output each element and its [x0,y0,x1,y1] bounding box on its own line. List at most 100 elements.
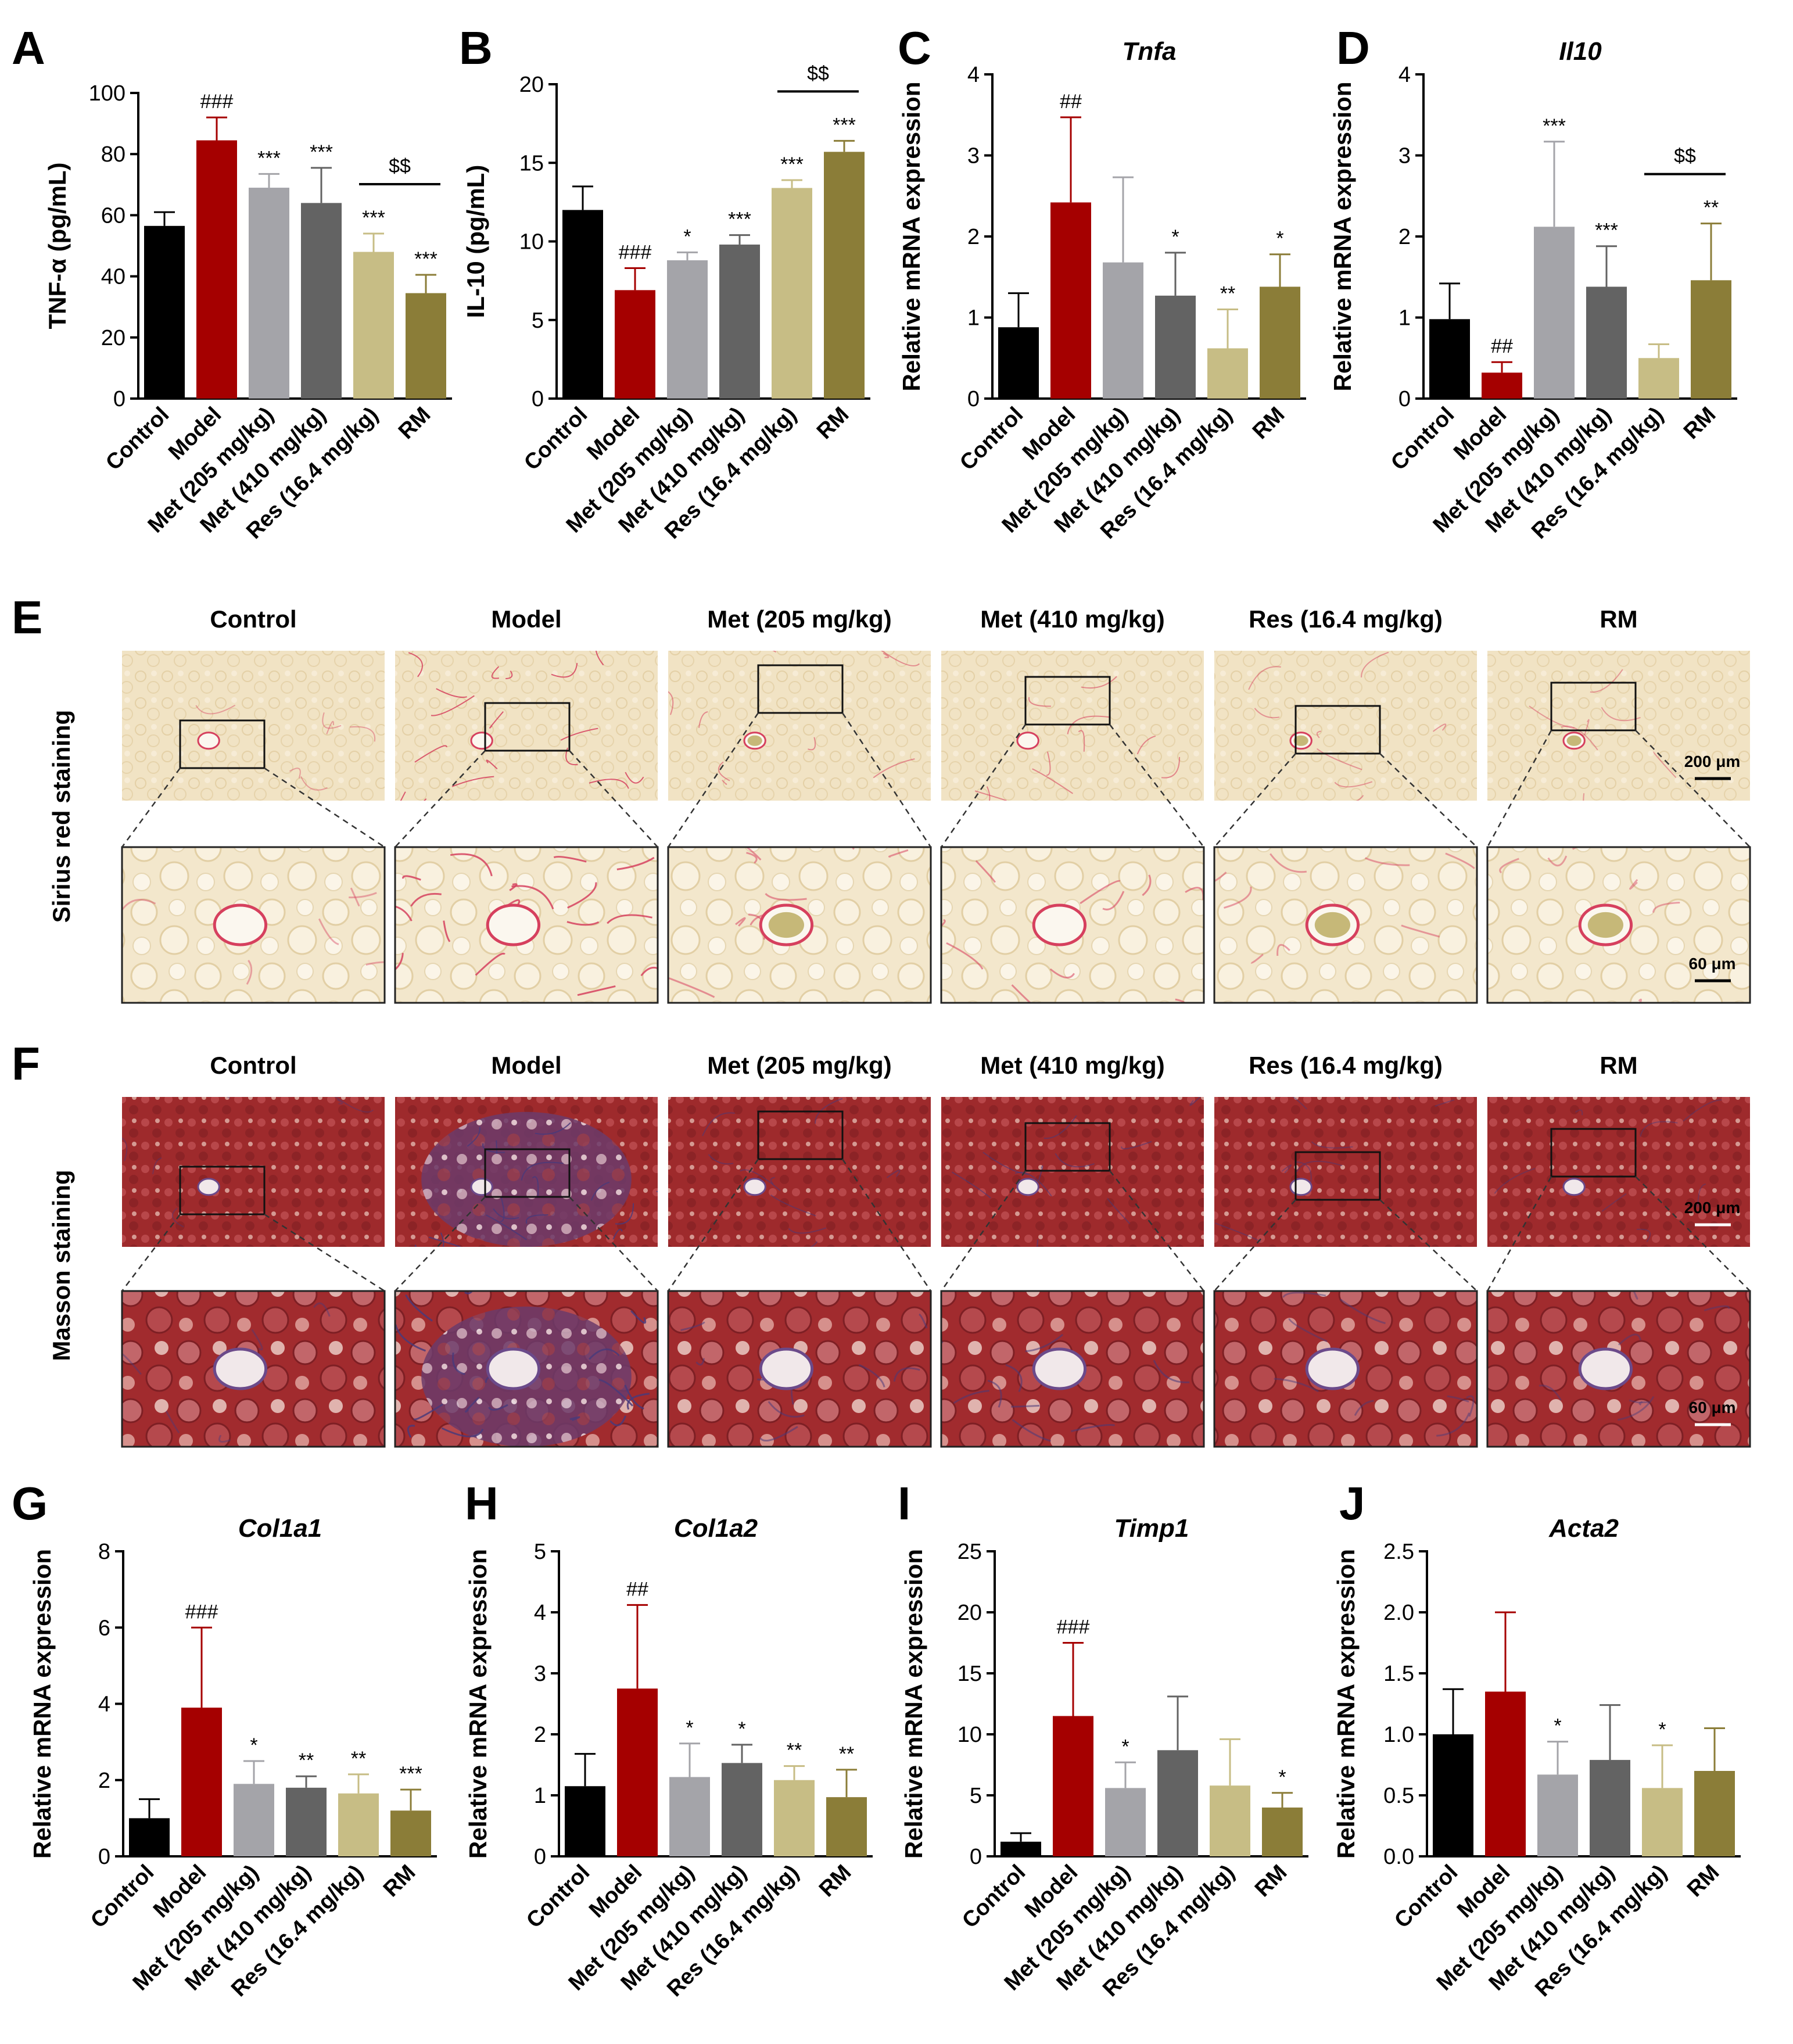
fiber-strand [532,1176,539,1198]
vessel [1562,1178,1586,1196]
zoom-connector [1486,1176,1552,1292]
fiber-strand [350,887,360,907]
fiber-strand [1601,1193,1627,1212]
fiber-strand [589,779,629,789]
bar-1 [129,1818,170,1856]
fiber-strand [1046,751,1051,776]
column-header: Met (410 mg/kg) [980,605,1164,633]
inset-box [757,1110,844,1160]
fiber-strand [1281,1164,1292,1174]
zoom-frame [1213,846,1478,1004]
bar-6 [1260,286,1300,399]
fiber-strand [1032,768,1074,794]
fiber-strand [509,883,518,891]
x-tick-label: RM [815,1860,856,1902]
x-tick-label: Control [1390,1860,1462,1933]
fiber-strand [886,1170,901,1178]
fiber-strand [1494,1168,1536,1194]
fiber-strand [395,905,413,921]
vessel [486,1347,541,1390]
y-tick-label: 15 [958,1662,982,1686]
fiber-strand [350,726,376,742]
fiber-strand [1447,1395,1469,1403]
fiber-strand [1043,1115,1077,1139]
fiber-strand [873,758,915,779]
bar-6 [1694,1771,1735,1856]
fiber-strand [246,959,253,985]
fiber-strand [577,985,616,996]
significance-label: ## [1491,335,1513,357]
inset-box [179,1166,266,1215]
fiber-strand [702,1112,735,1136]
x-tick-label: Control [101,403,174,475]
fiber-strand [500,1197,505,1222]
fiber-strand [395,1324,426,1352]
fiber-strand [893,1367,920,1382]
zoom-connector [395,1196,486,1292]
y-tick-label: 3 [534,1662,546,1686]
fiber-strand [946,942,984,970]
fiber-strand [1572,847,1579,850]
panel-letter: J [1339,1478,1365,1529]
bar-2 [1050,202,1091,399]
fiber-strand [735,917,746,927]
y-tick-label: 0.0 [1383,1845,1414,1869]
vessel [1578,1347,1633,1390]
fiber-strand [668,977,715,998]
fiber-strand [624,1385,644,1410]
y-axis-label: Relative mRNA expression [464,1549,492,1859]
significance-label: ** [787,1740,802,1762]
zoom-frame [1486,1290,1751,1448]
fiber-strand [595,651,604,666]
histology-column-6: RM [1486,605,1751,1004]
significance-label: *** [1543,115,1566,137]
fiber-strand [1529,705,1575,729]
vessel [1305,1347,1360,1390]
tissue-image [941,847,1204,1003]
fiber-strand [505,670,513,679]
chart-panel-d: D Il10 0 1 2 3 4 Relative mRNA expression Contro… [1329,22,1737,544]
significance-label: *** [362,207,385,229]
fiber-strand [464,1291,474,1294]
fiber-strand [1274,1378,1319,1393]
fiber-strand [1107,1197,1131,1224]
panel-letter: A [12,22,45,74]
fiber-strand [1049,968,1075,979]
chart-panel-g: G Col1a1 0 2 4 6 8 Relative mRNA expression Cont… [12,1478,437,2002]
significance-label: * [1276,228,1283,250]
y-axis-label: Relative mRNA expression [28,1549,56,1859]
significance-label: *** [833,114,856,136]
fiber-strand [475,952,505,976]
histology-column-1: Control [121,1052,386,1448]
fiber-strand [1339,1299,1386,1324]
significance-label: * [686,1717,693,1739]
bar-3 [667,260,708,399]
bar-3 [669,1777,710,1856]
bar-6 [1262,1808,1303,1856]
fiber-strand [1364,857,1410,866]
significance-label: * [683,225,691,248]
x-tick-label: RM [1250,1860,1292,1902]
zoom-connector [264,1213,385,1292]
bar-5 [338,1793,379,1856]
fiber-strand [336,1099,343,1105]
fiber-strand [1355,795,1364,801]
y-tick-label: 2 [967,225,980,249]
fiber-strand [152,1157,162,1174]
fiber-strand [1539,1385,1562,1401]
fiber-strand [1276,944,1290,956]
tissue-image [1214,1291,1477,1447]
x-tick-label: RM [379,1860,420,1902]
y-axis-label: IL-10 (pg/mL) [462,165,489,318]
fiber-strand [1028,697,1051,707]
fiber-strand [1445,852,1475,869]
fiber-strand [1248,666,1281,690]
column-header: Model [491,1052,561,1079]
bar-4 [1155,295,1196,399]
y-tick-label: 80 [101,142,125,167]
vessel [486,903,541,946]
zoom-connector [1635,730,1751,848]
zoom-frame [394,846,659,1004]
chart-title: Col1a2 [674,1514,758,1543]
y-tick-label: 2 [534,1723,546,1747]
